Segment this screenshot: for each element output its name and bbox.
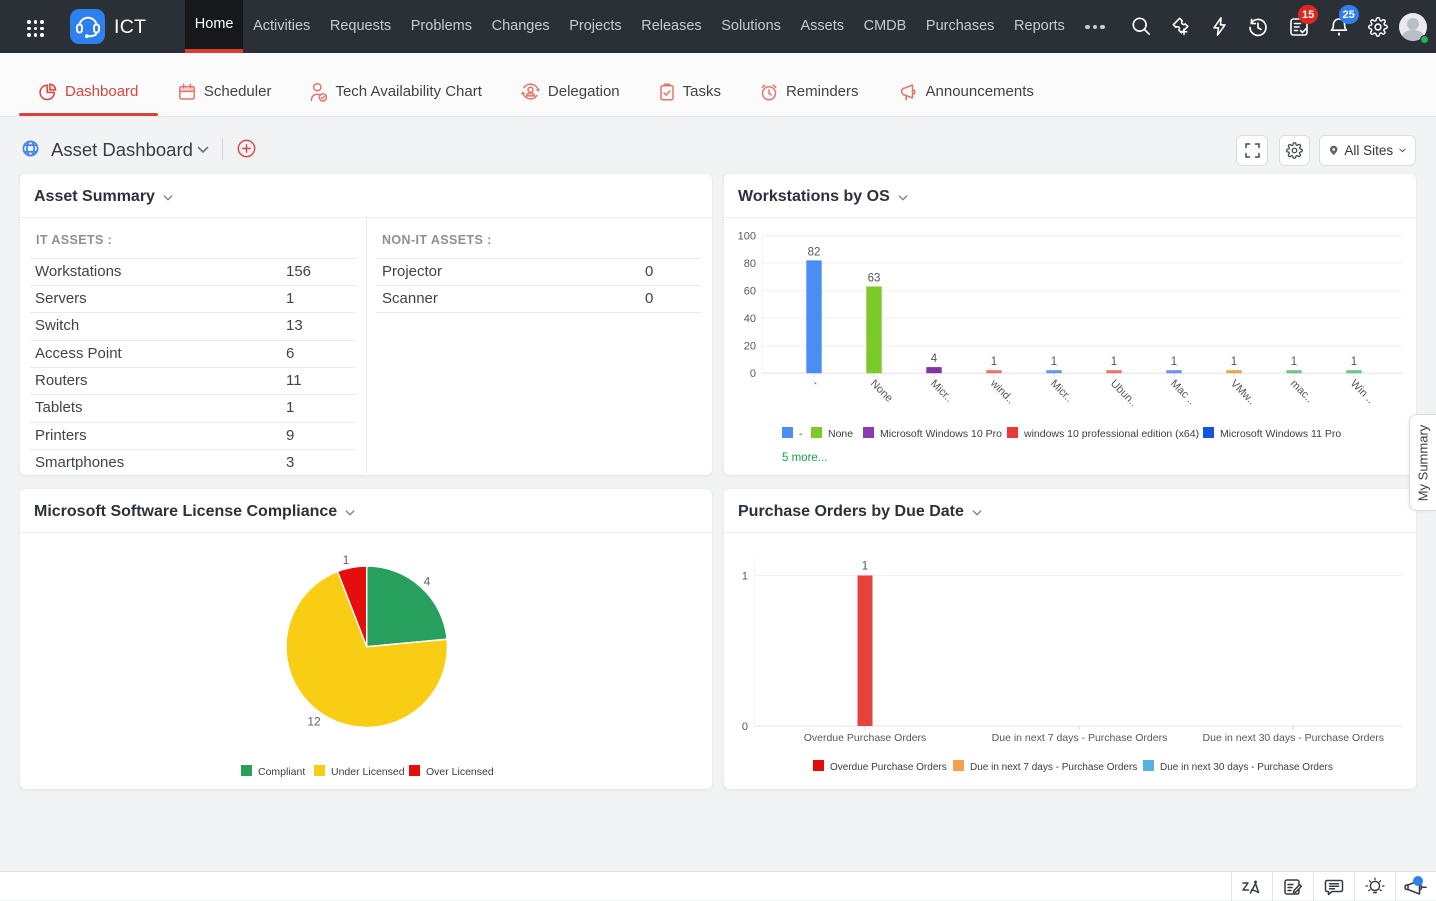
svg-text:1: 1 xyxy=(1051,356,1057,368)
svg-text:80: 80 xyxy=(744,258,756,270)
svg-text:63: 63 xyxy=(868,273,881,285)
svg-text:Win ..: Win .. xyxy=(1348,378,1376,406)
svg-text:Due in next 30 days - Purchase: Due in next 30 days - Purchase Orders xyxy=(1203,732,1385,744)
svg-text:Micr..: Micr.. xyxy=(1048,378,1075,405)
svg-text:Micr..: Micr.. xyxy=(928,378,955,405)
svg-text:Mac ..: Mac .. xyxy=(1168,378,1198,408)
svg-text:1: 1 xyxy=(742,570,748,582)
svg-text:Due in next 7 days - Purchase: Due in next 7 days - Purchase Orders xyxy=(992,732,1168,744)
svg-text:0: 0 xyxy=(742,721,748,733)
svg-text:1: 1 xyxy=(1171,356,1177,368)
svg-text:1: 1 xyxy=(1111,356,1117,368)
svg-text:60: 60 xyxy=(744,286,756,298)
svg-text:82: 82 xyxy=(808,246,821,258)
svg-text:4: 4 xyxy=(931,353,938,365)
svg-text:1: 1 xyxy=(1291,356,1297,368)
svg-text:mac..: mac.. xyxy=(1288,378,1316,406)
svg-text:1: 1 xyxy=(1231,356,1237,368)
svg-text:1: 1 xyxy=(991,356,997,368)
svg-text:40: 40 xyxy=(744,313,756,325)
svg-text:-: - xyxy=(810,378,821,389)
svg-text:100: 100 xyxy=(738,231,756,243)
svg-text:1: 1 xyxy=(1351,356,1357,368)
svg-text:wind..: wind.. xyxy=(987,377,1017,407)
svg-text:1: 1 xyxy=(862,561,868,573)
svg-text:1: 1 xyxy=(343,553,350,567)
svg-text:4: 4 xyxy=(424,575,431,589)
svg-text:Ubun..: Ubun.. xyxy=(1108,378,1139,409)
svg-text:0: 0 xyxy=(750,368,756,380)
svg-text:12: 12 xyxy=(307,715,321,729)
svg-text:20: 20 xyxy=(744,341,756,353)
svg-text:Overdue Purchase Orders: Overdue Purchase Orders xyxy=(804,732,927,744)
svg-text:None: None xyxy=(868,378,895,405)
svg-text:VMw..: VMw.. xyxy=(1228,378,1258,408)
